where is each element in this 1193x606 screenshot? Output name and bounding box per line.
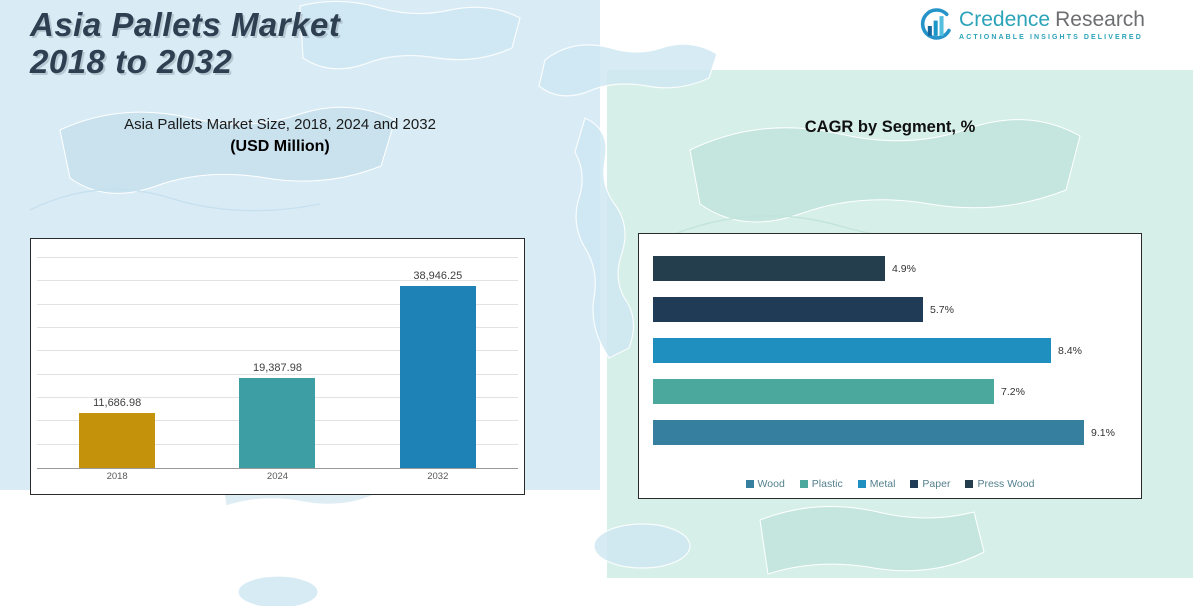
page-title: Asia Pallets Market 2018 to 2032 xyxy=(30,6,341,80)
legend-item: Press Wood xyxy=(965,478,1034,490)
logo-word-research: Research xyxy=(1055,8,1145,31)
gridline xyxy=(37,303,518,305)
legend-swatch xyxy=(745,480,754,488)
legend-label: Plastic xyxy=(811,478,843,490)
market-size-category-axis: 2018 2024 2032 xyxy=(37,471,518,482)
hbar-row: 5.7% xyxy=(653,297,1133,322)
hbar xyxy=(653,338,1051,363)
credence-research-logo: Credence Research Actionable Insights Del… xyxy=(917,8,1145,49)
legend-label: Wood xyxy=(757,478,785,490)
hbar-value-label: 8.4% xyxy=(1058,344,1082,357)
hbar xyxy=(653,297,923,322)
legend-item: Wood xyxy=(745,478,785,490)
market-size-chart-subtitle: (USD Million) xyxy=(230,138,330,155)
legend-item: Paper xyxy=(910,478,950,490)
logo-wordmark: Credence Research xyxy=(959,8,1145,31)
bar-series: 11,686.98 19,387.98 38,946.25 xyxy=(37,258,518,468)
logo-chart-icon xyxy=(917,8,953,49)
bar-category-label: 2018 xyxy=(106,471,128,482)
bar-value-label: 38,946.25 xyxy=(413,270,463,282)
market-size-chart-header: Asia Pallets Market Size, 2018, 2024 and… xyxy=(20,116,540,156)
bar xyxy=(79,413,156,468)
logo-word-credence: Credence xyxy=(959,8,1051,31)
bar-group: 38,946.25 xyxy=(358,270,518,468)
hbar xyxy=(653,420,1084,445)
bar-value-label: 11,686.98 xyxy=(93,397,142,409)
hbar-value-label: 9.1% xyxy=(1091,426,1115,439)
bar-group: 19,387.98 xyxy=(197,362,357,468)
legend-item: Plastic xyxy=(799,478,843,490)
cagr-chart: 4.9% 5.7% 8.4% 7.2% 9.1% Wood Plastic Metal Pap… xyxy=(638,233,1142,499)
market-size-chart: 11,686.98 19,387.98 38,946.25 2018 2024 2032 xyxy=(30,238,525,495)
gridline xyxy=(37,257,518,258)
cagr-legend: Wood Plastic Metal Paper Press Wood xyxy=(639,478,1141,490)
hbar-value-label: 5.7% xyxy=(930,303,954,316)
hbar xyxy=(653,256,885,281)
bar-value-label: 19,387.98 xyxy=(253,362,302,374)
cagr-chart-title: CAGR by Segment, % xyxy=(804,118,976,136)
hbar-row: 8.4% xyxy=(653,338,1133,363)
hbar-value-label: 7.2% xyxy=(1001,385,1025,398)
legend-item: Metal xyxy=(857,478,896,490)
bar xyxy=(399,286,476,468)
legend-label: Press Wood xyxy=(977,478,1035,490)
legend-swatch xyxy=(857,480,866,488)
hbar xyxy=(653,379,994,404)
legend-label: Metal xyxy=(869,478,896,490)
market-size-plot: 11,686.98 19,387.98 38,946.25 xyxy=(37,257,518,469)
hbar-row: 9.1% xyxy=(653,420,1133,445)
bar-category-label: 2024 xyxy=(266,471,289,482)
legend-label: Paper xyxy=(922,478,951,490)
bar-group: 11,686.98 xyxy=(37,397,197,468)
market-size-chart-title: Asia Pallets Market Size, 2018, 2024 and… xyxy=(124,116,436,133)
legend-swatch xyxy=(965,480,974,488)
logo-tagline: Actionable Insights Delivered xyxy=(959,34,1143,41)
cagr-bars: 4.9% 5.7% 8.4% 7.2% 9.1% xyxy=(653,256,1133,461)
gridline xyxy=(37,280,518,282)
hbar-row: 7.2% xyxy=(653,379,1133,404)
bar-category-label: 2032 xyxy=(427,471,449,482)
bar xyxy=(239,378,316,468)
hbar-row: 4.9% xyxy=(653,256,1133,281)
legend-swatch xyxy=(799,480,808,488)
legend-swatch xyxy=(910,480,919,488)
hbar-value-label: 4.9% xyxy=(892,262,916,275)
